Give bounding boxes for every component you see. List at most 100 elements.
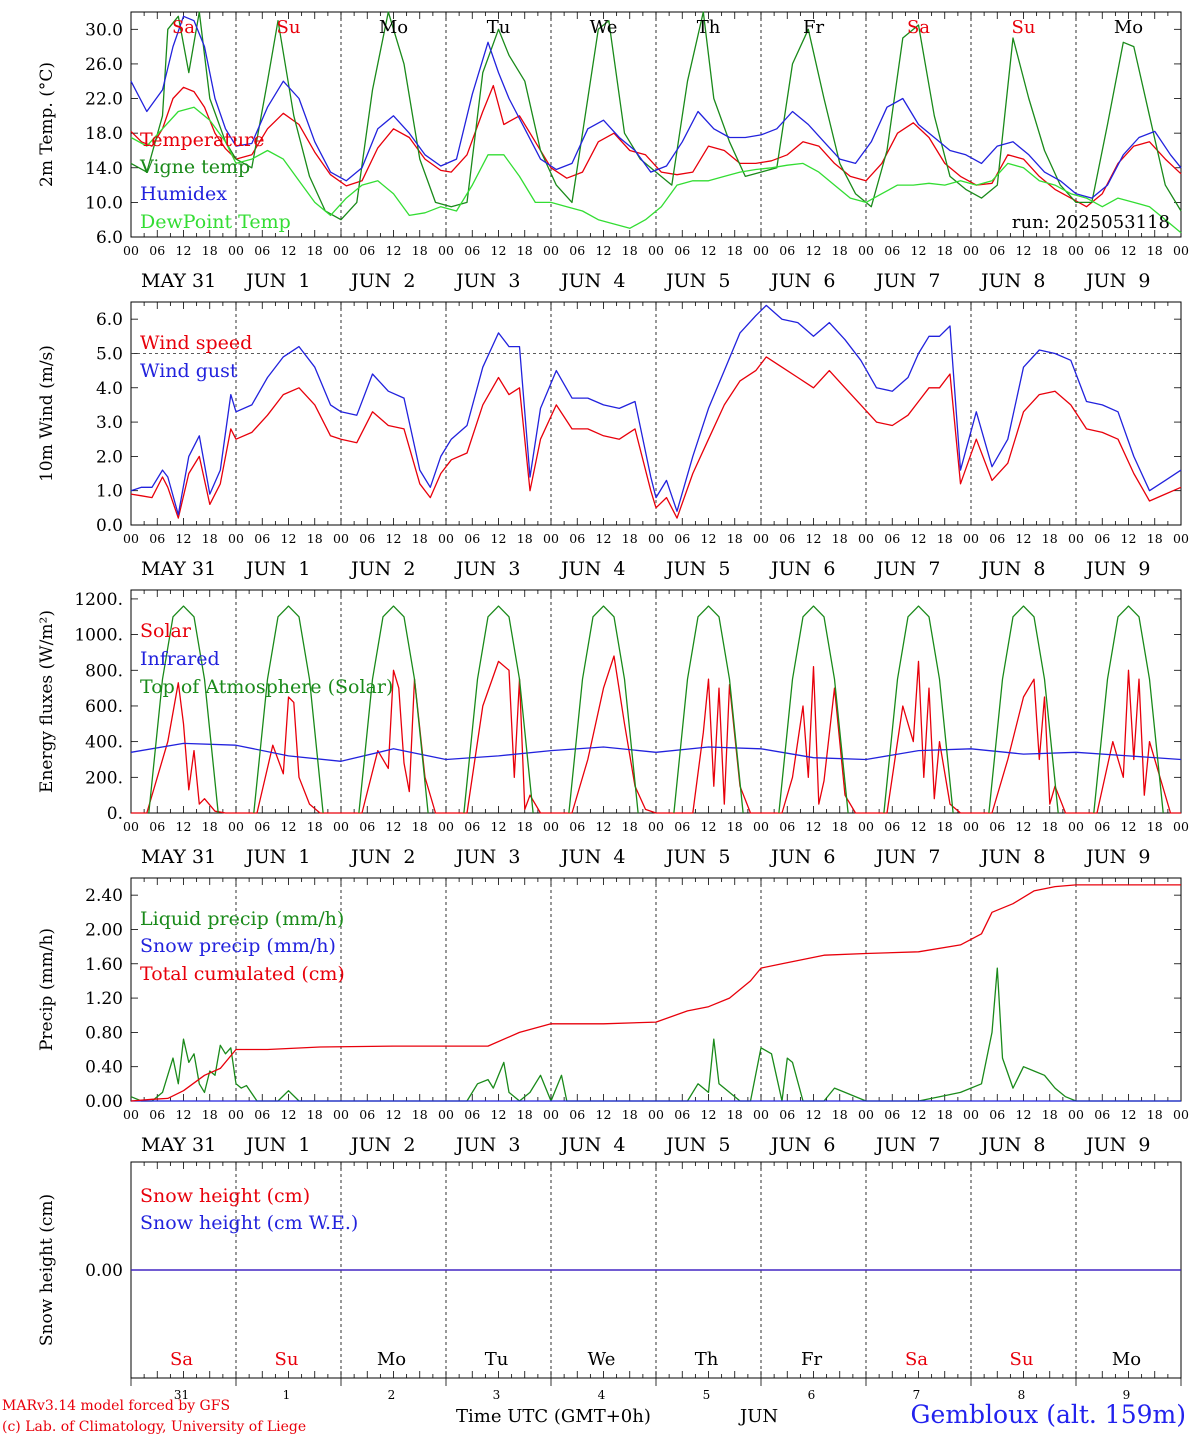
day-name-bottom: We [588, 1349, 616, 1370]
time-axis-label: Time UTC (GMT+0h) [456, 1406, 651, 1427]
day-name-top: Su [277, 17, 301, 38]
date-label: JUN 9 [1084, 558, 1150, 580]
hour-tick-label: 00 [438, 819, 454, 834]
y-tick-label: 2.00 [85, 920, 123, 940]
day-number: 8 [1018, 1388, 1026, 1402]
hour-tick-label: 06 [674, 1107, 690, 1122]
hour-tick-label: 00 [438, 1107, 454, 1122]
date-label: JUN 9 [1084, 1134, 1150, 1156]
series-wind-speed [130, 356, 1182, 519]
legend-entry: Snow precip (mm/h) [140, 935, 336, 957]
y-tick-label: 0.0 [96, 516, 123, 536]
hour-tick-label: 18 [412, 1107, 428, 1122]
hour-tick-label: 12 [1121, 243, 1137, 258]
hour-tick-label: 00 [438, 531, 454, 546]
day-name-top: Sa [907, 17, 930, 38]
panel-5: 0.00 Snow height (cm) Snow height (cm) Snow… [37, 1161, 1182, 1379]
day-number: 6 [808, 1388, 816, 1402]
y-tick-label: 10.0 [85, 193, 123, 213]
date-label: JUN 5 [664, 270, 730, 292]
y-tick-label: 14.0 [85, 159, 123, 179]
day-name-bottom: Sa [905, 1349, 928, 1370]
legend-entry: Temperature [140, 129, 264, 151]
hour-tick-label: 06 [359, 1107, 375, 1122]
y-tick-label: 0.80 [85, 1023, 123, 1043]
legend-entry: Wind gust [140, 360, 238, 382]
legend-entry: Humidex [140, 183, 227, 205]
day-number: 1 [283, 1388, 291, 1402]
date-label: JUN 1 [244, 558, 310, 580]
y-tick-label: 5.0 [96, 344, 123, 364]
day-number: 3 [493, 1388, 501, 1402]
hour-tick-label: 12 [386, 243, 402, 258]
hour-tick-label: 00 [1173, 1107, 1189, 1122]
hour-tick-label: 00 [648, 243, 664, 258]
hour-tick-label: 06 [359, 819, 375, 834]
hour-tick-label: 00 [963, 819, 979, 834]
series-total-cumulated-cm [130, 884, 1181, 1102]
legend-entry: Vigne temp [139, 156, 250, 178]
hour-tick-label: 12 [911, 243, 927, 258]
day-name-bottom: Sa [170, 1349, 193, 1370]
hour-tick-label: 06 [464, 243, 480, 258]
day-number: 31 [174, 1388, 189, 1402]
y-axis-label: Snow height (cm) [37, 1194, 57, 1346]
hour-tick-label: 18 [622, 1107, 638, 1122]
hour-tick-label: 06 [254, 1107, 270, 1122]
series-dewpoint-temp [130, 106, 1182, 234]
hour-tick-label: 18 [832, 819, 848, 834]
month-label: JUN [740, 1406, 779, 1427]
legend-entry: Wind speed [140, 332, 252, 354]
legend-entry: Liquid precip (mm/h) [140, 908, 344, 930]
hour-tick-label: 12 [806, 531, 822, 546]
hour-tick-label: 06 [989, 531, 1005, 546]
series-liquid-precip-mm-h [130, 967, 1181, 1102]
y-tick-label: 2.40 [85, 886, 123, 906]
y-tick-label: 1.0 [96, 482, 123, 502]
y-axis-label: Precip (mm/h) [37, 928, 57, 1051]
date-label: JUN 2 [349, 846, 415, 868]
hour-tick-label: 12 [491, 243, 507, 258]
date-label: JUN 3 [454, 1134, 520, 1156]
hour-tick-label: 18 [832, 243, 848, 258]
panel-2: 6.0 5.0 4.0 3.0 2.0 1.0 0.0 10m Wind (m/s) Wind … [37, 301, 1189, 580]
hour-tick-label: 06 [884, 1107, 900, 1122]
day-name-top: Mo [379, 17, 408, 38]
hour-tick-label: 00 [753, 243, 769, 258]
day-name-bottom: Fr [801, 1349, 822, 1370]
day-number: 2 [388, 1388, 396, 1402]
y-tick-label: 4.0 [96, 379, 123, 399]
hour-tick-label: 12 [491, 531, 507, 546]
date-label: JUN 2 [349, 1134, 415, 1156]
hour-tick-label: 06 [464, 531, 480, 546]
day-number: 4 [598, 1388, 606, 1402]
panel-3: 1200. 1000. 800. 600. 400. 200. 0. Energy fluxe… [37, 589, 1189, 868]
hour-tick-label: 06 [149, 243, 165, 258]
day-name-top: Fr [803, 17, 824, 38]
hour-tick-label: 12 [701, 531, 717, 546]
hour-tick-label: 00 [543, 243, 559, 258]
hour-tick-label: 12 [596, 243, 612, 258]
date-label: JUN 7 [874, 1134, 940, 1156]
hour-tick-label: 18 [202, 531, 218, 546]
y-tick-label: 26.0 [85, 55, 123, 75]
hour-tick-label: 12 [281, 243, 297, 258]
hour-tick-label: 18 [622, 819, 638, 834]
hour-tick-label: 12 [491, 819, 507, 834]
hour-tick-label: 12 [1016, 1107, 1032, 1122]
hour-tick-label: 06 [779, 1107, 795, 1122]
hour-tick-label: 18 [832, 531, 848, 546]
y-tick-label: 2.0 [96, 447, 123, 467]
hour-tick-label: 06 [884, 819, 900, 834]
hour-tick-label: 18 [412, 531, 428, 546]
hour-tick-label: 00 [543, 531, 559, 546]
series-infrared [130, 742, 1182, 762]
hour-tick-label: 18 [1042, 243, 1058, 258]
y-tick-label: 800. [85, 661, 123, 681]
date-label: JUN 2 [349, 558, 415, 580]
date-label: JUN 7 [874, 846, 940, 868]
hour-tick-label: 00 [858, 531, 874, 546]
hour-tick-label: 00 [123, 1107, 139, 1122]
hour-tick-label: 00 [1068, 243, 1084, 258]
